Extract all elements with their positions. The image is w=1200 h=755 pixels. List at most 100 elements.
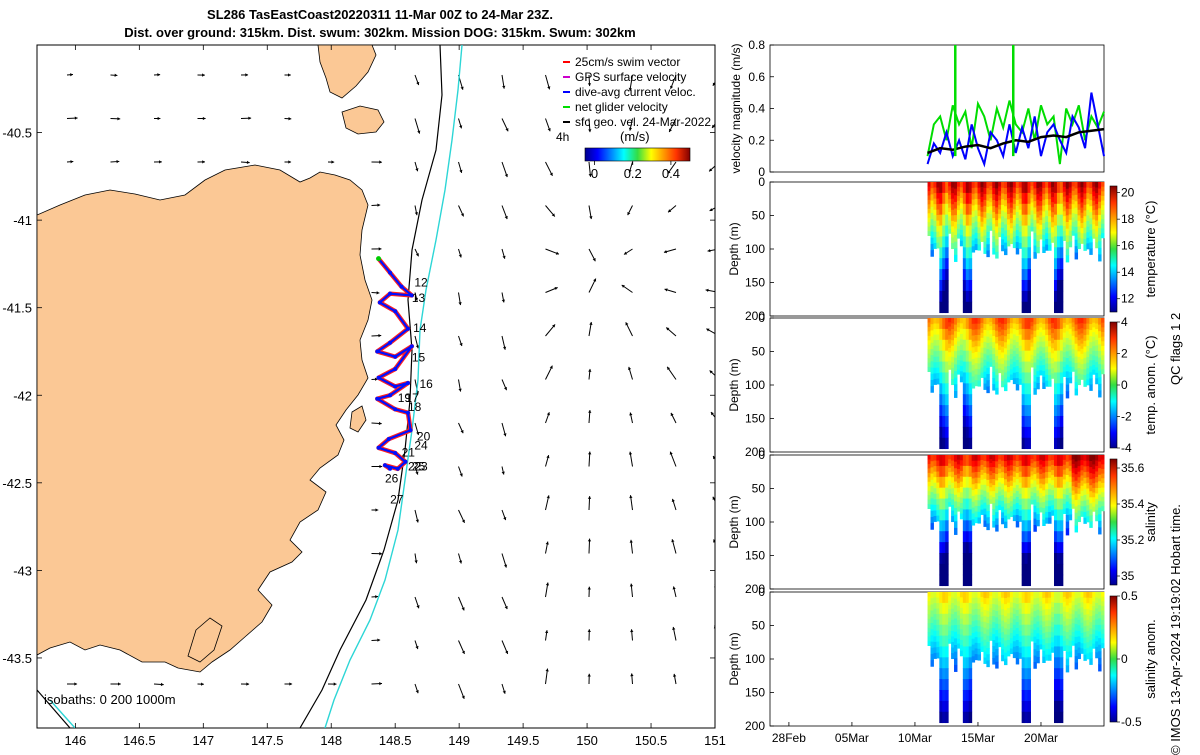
section-cell bbox=[1069, 597, 1072, 603]
track-point bbox=[400, 285, 404, 289]
section-cell bbox=[1028, 455, 1031, 466]
section-cell bbox=[936, 351, 939, 357]
section-cell bbox=[954, 625, 957, 632]
section-cell bbox=[1007, 350, 1010, 356]
section-cell bbox=[1098, 331, 1101, 338]
section-cell bbox=[1030, 326, 1033, 330]
section-cell bbox=[1089, 342, 1092, 348]
section-cell bbox=[1063, 342, 1066, 347]
section-cell bbox=[978, 483, 981, 489]
section-cell bbox=[963, 509, 966, 520]
section-cell bbox=[1048, 239, 1051, 245]
credit-label: © IMOS 13-Apr-2024 19:19:02 Hobart time. bbox=[1168, 504, 1183, 755]
section-cell bbox=[966, 646, 969, 657]
section-cell bbox=[1022, 215, 1025, 226]
section-cell bbox=[969, 438, 972, 449]
section-cell bbox=[930, 642, 933, 649]
section-cell bbox=[1001, 324, 1004, 330]
section-cell bbox=[1092, 365, 1095, 370]
section-cell bbox=[951, 455, 954, 461]
day-label: 21 bbox=[402, 445, 416, 459]
day-label: 14 bbox=[413, 321, 427, 335]
section-cell bbox=[1069, 372, 1072, 378]
section-cell bbox=[1004, 516, 1007, 522]
section-cell bbox=[969, 215, 972, 226]
section-cell bbox=[957, 360, 960, 365]
section-cell bbox=[1086, 603, 1089, 609]
section-cell bbox=[989, 612, 992, 616]
section-cell bbox=[960, 645, 963, 651]
section-cell bbox=[1013, 373, 1016, 379]
section-cell bbox=[1036, 212, 1039, 218]
section-cell bbox=[1013, 340, 1016, 346]
section-cell bbox=[992, 455, 995, 461]
section-cell bbox=[1007, 514, 1010, 520]
section-cell bbox=[1092, 229, 1095, 234]
section-cell bbox=[930, 523, 933, 530]
section-cell bbox=[1057, 542, 1060, 553]
section-cell bbox=[1092, 620, 1095, 625]
section-cell bbox=[1101, 229, 1104, 234]
section-cell bbox=[939, 236, 942, 247]
section-cell bbox=[989, 214, 992, 218]
section-cell bbox=[1016, 206, 1019, 212]
map-x-tick-label: 150.5 bbox=[635, 733, 668, 748]
section-cell bbox=[1072, 464, 1075, 469]
section-cell bbox=[1072, 495, 1075, 500]
section-cell bbox=[1069, 641, 1072, 647]
section-cell bbox=[948, 476, 951, 481]
section-cell bbox=[1022, 564, 1025, 575]
section-cell bbox=[1030, 215, 1033, 219]
section-cell bbox=[963, 318, 966, 329]
section-cell bbox=[995, 337, 998, 344]
section-cell bbox=[1028, 302, 1031, 313]
section-cell bbox=[1095, 466, 1098, 472]
section-cell bbox=[954, 462, 957, 469]
section-cell bbox=[963, 614, 966, 625]
section-cell bbox=[1016, 658, 1019, 664]
section-cell bbox=[986, 598, 989, 605]
section-cell bbox=[980, 197, 983, 202]
section-cell bbox=[1033, 637, 1036, 644]
section-cell bbox=[1004, 622, 1007, 628]
section-cell bbox=[983, 652, 986, 658]
section-cell bbox=[995, 474, 998, 481]
section-cell bbox=[957, 464, 960, 469]
section-cell bbox=[1022, 405, 1025, 416]
section-cell bbox=[1045, 461, 1048, 467]
section-cell bbox=[1022, 438, 1025, 449]
section-cell bbox=[1022, 416, 1025, 427]
section-cell bbox=[1086, 238, 1089, 244]
section-cell bbox=[969, 405, 972, 416]
section-cell bbox=[1086, 505, 1089, 511]
section-cell bbox=[930, 604, 933, 611]
section-cell bbox=[1030, 488, 1033, 492]
section-cell bbox=[1098, 599, 1101, 606]
section-cell bbox=[992, 182, 995, 188]
section-cell bbox=[1033, 474, 1036, 481]
section-cell bbox=[995, 388, 998, 395]
section-cell bbox=[1048, 182, 1051, 188]
section-cell bbox=[1022, 553, 1025, 564]
section-cell bbox=[998, 592, 1001, 597]
section-cell bbox=[1010, 344, 1013, 350]
section-cell bbox=[963, 204, 966, 215]
section-cell bbox=[951, 511, 954, 517]
section-cell bbox=[980, 222, 983, 227]
section-cell bbox=[1033, 461, 1036, 468]
section-cell bbox=[933, 614, 936, 620]
section-cell bbox=[972, 592, 975, 598]
section-cell bbox=[1022, 542, 1025, 553]
section-cell bbox=[966, 291, 969, 302]
section-cell bbox=[1045, 615, 1048, 621]
section-cell bbox=[995, 636, 998, 643]
section-cell bbox=[1092, 215, 1095, 220]
section-cell bbox=[1007, 597, 1010, 603]
section-cell bbox=[989, 455, 992, 459]
section-cell bbox=[1039, 465, 1042, 470]
section-cell bbox=[983, 366, 986, 372]
